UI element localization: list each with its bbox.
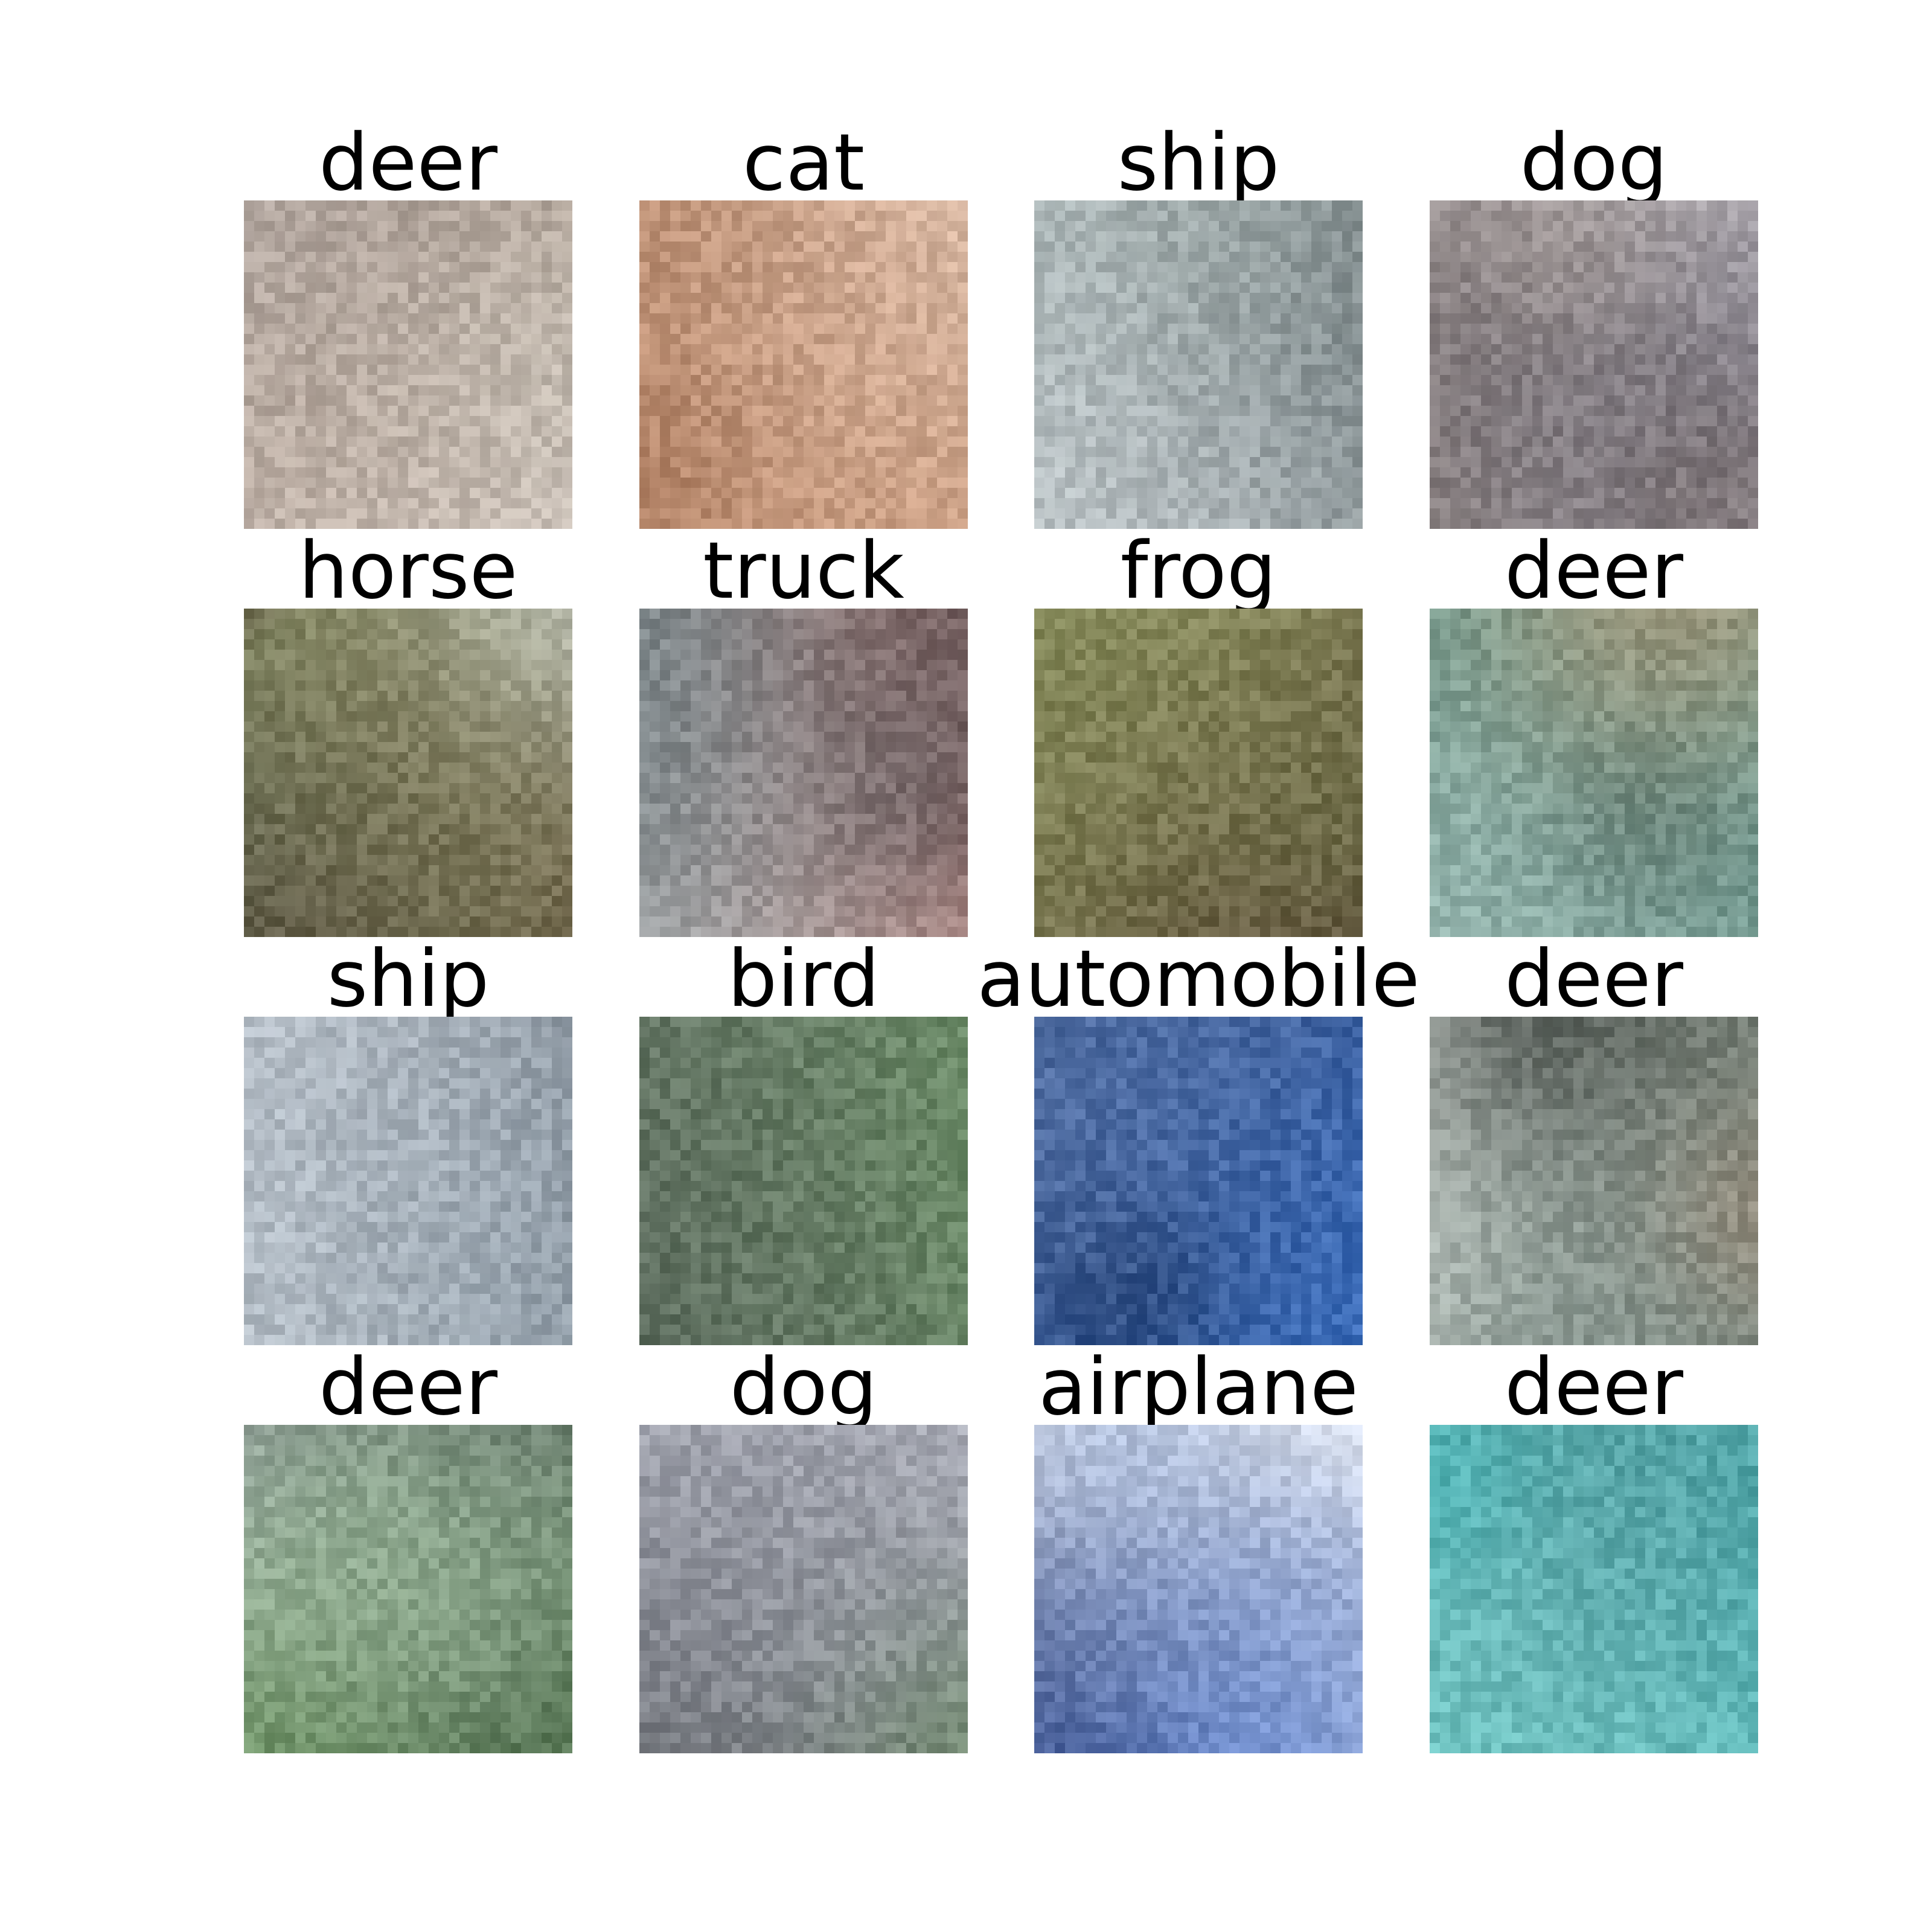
grid-cell: deer (1430, 939, 1758, 1345)
thumbnail-image (1430, 609, 1758, 937)
cell-title: ship (327, 933, 490, 1025)
grid-cell: deer (1430, 1348, 1758, 1753)
cell-title: horse (298, 525, 518, 616)
grid-cell: truck (639, 531, 968, 937)
grid-cell: deer (244, 1348, 572, 1753)
thumbnail-image (1034, 200, 1363, 529)
grid-cell: deer (244, 123, 572, 529)
thumbnail-image (1034, 1425, 1363, 1753)
grid-cell: horse (244, 531, 572, 937)
cell-title: dog (729, 1341, 878, 1433)
thumbnail-image (244, 1017, 572, 1345)
cell-title: dog (1520, 117, 1668, 208)
cell-title: deer (319, 1341, 497, 1433)
cell-title: ship (1117, 117, 1280, 208)
cell-title: deer (1505, 1341, 1683, 1433)
thumbnail-image (639, 200, 968, 529)
grid-cell: frog (1034, 531, 1363, 937)
thumbnail-image (244, 609, 572, 937)
cell-title: bird (727, 933, 880, 1025)
grid-cell: automobile (977, 939, 1420, 1345)
grid-cell: cat (639, 123, 968, 529)
cell-title: cat (742, 117, 865, 208)
thumbnail-image (1430, 200, 1758, 529)
thumbnail-image (244, 200, 572, 529)
thumbnail-image (1430, 1425, 1758, 1753)
thumbnail-image (639, 609, 968, 937)
cell-title: airplane (1038, 1341, 1358, 1433)
cell-title: frog (1120, 525, 1277, 616)
thumbnail-image (1430, 1017, 1758, 1345)
grid-cell: ship (1034, 123, 1363, 529)
cell-title: deer (319, 117, 497, 208)
grid-cell: dog (1430, 123, 1758, 529)
grid-cell: dog (639, 1348, 968, 1753)
cell-title: deer (1505, 933, 1683, 1025)
cell-title: deer (1505, 525, 1683, 616)
grid-cell: airplane (1034, 1348, 1363, 1753)
grid-cell: ship (244, 939, 572, 1345)
thumbnail-image (1034, 1017, 1363, 1345)
grid-cell: deer (1430, 531, 1758, 937)
thumbnail-image (1034, 609, 1363, 937)
grid-cell: bird (639, 939, 968, 1345)
thumbnail-image (639, 1017, 968, 1345)
cell-title: automobile (977, 933, 1420, 1025)
thumbnail-image (639, 1425, 968, 1753)
thumbnail-image (244, 1425, 572, 1753)
cell-title: truck (703, 525, 904, 616)
